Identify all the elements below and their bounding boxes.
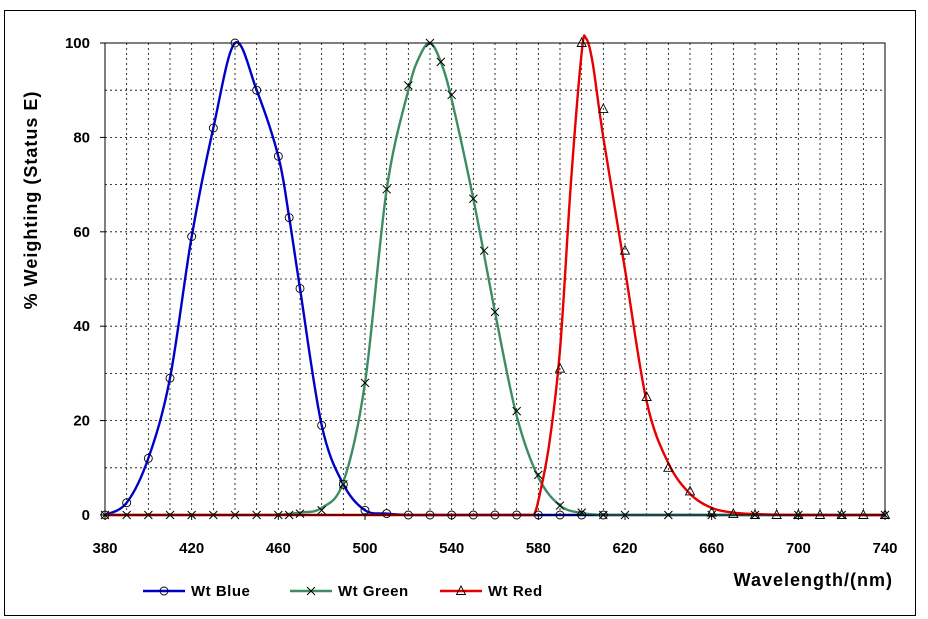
legend-item: Wt Blue bbox=[143, 583, 250, 600]
data-point bbox=[382, 184, 392, 194]
data-point bbox=[338, 479, 348, 489]
legend-label: Wt Green bbox=[338, 583, 409, 600]
y-tick-label: 100 bbox=[65, 35, 90, 52]
data-point bbox=[317, 505, 327, 515]
y-tick-label: 20 bbox=[73, 413, 90, 430]
axes bbox=[100, 42, 886, 520]
data-point bbox=[814, 509, 826, 519]
data-point bbox=[663, 461, 674, 472]
data-point bbox=[143, 453, 153, 463]
data-point bbox=[858, 509, 869, 519]
legend-label: Wt Blue bbox=[191, 583, 250, 600]
data-point bbox=[360, 505, 370, 515]
data-point bbox=[360, 378, 370, 388]
plot-border bbox=[104, 42, 886, 516]
legend-marker bbox=[455, 585, 467, 595]
data-point bbox=[208, 123, 218, 133]
data-point bbox=[273, 151, 283, 161]
data-point bbox=[295, 509, 305, 518]
y-axis-title: % Weighting (Status E) bbox=[21, 91, 41, 310]
data-point bbox=[436, 57, 446, 67]
series-line bbox=[532, 34, 886, 517]
x-tick-label: 620 bbox=[612, 540, 637, 557]
data-point bbox=[555, 501, 565, 510]
legend-marker bbox=[159, 586, 169, 596]
data-point bbox=[576, 37, 587, 47]
data-point bbox=[122, 498, 132, 508]
y-tick-label: 60 bbox=[73, 224, 90, 241]
data-point bbox=[403, 81, 413, 90]
grid-lines bbox=[105, 43, 885, 515]
x-tick-label: 740 bbox=[872, 540, 897, 557]
tick-labels: 380 420 460 500 540 580 620 660 700 740 0 20 40 60 80 1… bbox=[65, 35, 898, 557]
legend-marker bbox=[306, 586, 316, 596]
legend: Wt Blue Wt Green Wt Red bbox=[143, 583, 543, 600]
x-axis-title: Wavelength/(nm) bbox=[734, 570, 893, 590]
y-tick-label: 40 bbox=[73, 318, 90, 335]
data-point bbox=[684, 485, 696, 496]
x-tick-label: 420 bbox=[179, 540, 204, 557]
data-point bbox=[382, 509, 392, 519]
legend-item: Wt Red bbox=[440, 583, 543, 600]
x-tick-label: 380 bbox=[92, 540, 117, 557]
data-point bbox=[598, 103, 609, 114]
data-point bbox=[187, 232, 197, 241]
data-point bbox=[295, 283, 305, 293]
x-tick-label: 580 bbox=[526, 540, 551, 557]
markers-wt-red bbox=[554, 37, 891, 519]
data-point bbox=[338, 479, 348, 489]
data-point bbox=[749, 509, 761, 519]
x-tick-label: 540 bbox=[439, 540, 464, 557]
data-point bbox=[641, 391, 652, 401]
data-point bbox=[468, 194, 478, 204]
data-point bbox=[619, 244, 631, 255]
y-tick-label: 0 bbox=[82, 507, 90, 524]
data-point bbox=[317, 420, 327, 430]
data-point bbox=[512, 406, 522, 416]
y-tick-label: 80 bbox=[73, 129, 90, 146]
data-point bbox=[165, 373, 175, 383]
x-tick-label: 500 bbox=[352, 540, 377, 557]
data-point bbox=[554, 362, 566, 373]
legend-item: Wt Green bbox=[290, 583, 409, 600]
data-point bbox=[447, 90, 457, 100]
data-point bbox=[479, 246, 489, 256]
data-point bbox=[252, 85, 262, 95]
x-tick-label: 660 bbox=[699, 540, 724, 557]
data-point bbox=[836, 509, 847, 519]
x-tick-label: 460 bbox=[266, 540, 291, 557]
data-point bbox=[490, 307, 500, 317]
data-point bbox=[533, 470, 543, 480]
data-point bbox=[728, 508, 739, 519]
data-point bbox=[284, 213, 294, 223]
x-tick-label: 700 bbox=[786, 540, 811, 557]
data-point bbox=[771, 509, 782, 519]
legend-label: Wt Red bbox=[488, 583, 543, 600]
